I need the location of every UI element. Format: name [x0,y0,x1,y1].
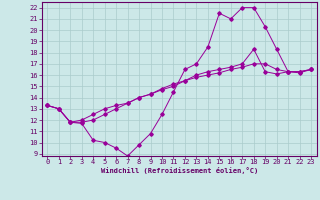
X-axis label: Windchill (Refroidissement éolien,°C): Windchill (Refroidissement éolien,°C) [100,167,258,174]
